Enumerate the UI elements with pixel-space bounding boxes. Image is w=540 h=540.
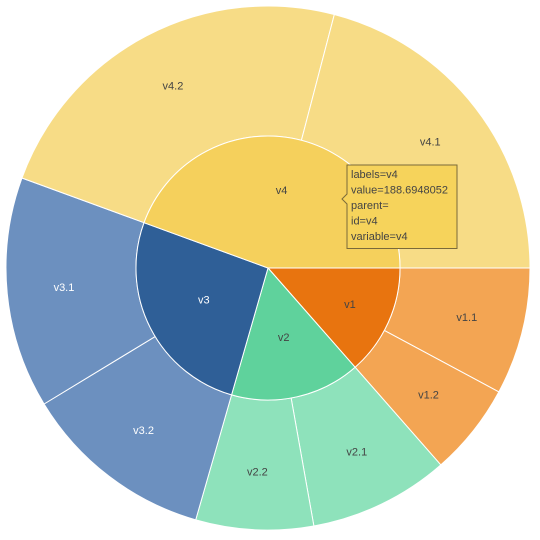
segment-label-v4.2: v4.2: [163, 80, 184, 92]
segment-v2[interactable]: [230, 266, 356, 401]
tooltip-line: value=188.6948052: [351, 185, 448, 197]
tooltip-line: labels=v4: [351, 169, 398, 181]
tooltip-line: id=v4: [351, 216, 378, 228]
tooltip-lines: labels=v4 value=188.6948052 parent= id=v4 va…: [351, 169, 448, 243]
sunburst-segments: [5, 5, 531, 531]
segment-label-v4.1: v4.1: [420, 137, 441, 149]
segment-label-v2.2: v2.2: [247, 467, 268, 479]
tooltip-line: variable=v4: [351, 231, 408, 243]
segment-label-v3: v3: [198, 295, 210, 307]
segment-label-v3.1: v3.1: [54, 282, 75, 294]
segment-label-v4: v4: [276, 185, 288, 197]
segment-label-v2.1: v2.1: [346, 447, 367, 459]
segment-label-v1.1: v1.1: [456, 312, 477, 324]
tooltip-line: parent=: [351, 200, 389, 212]
segment-v1[interactable]: [266, 267, 401, 368]
hover-tooltip: labels=v4 value=188.6948052 parent= id=v4 va…: [341, 164, 458, 249]
sunburst-labels: v1.1 v1.2 v2.1 v2.2 v3.2 v3.1 v4.2 v4.1 v1 v2 v3 v4: [54, 80, 478, 478]
segment-v3[interactable]: [135, 222, 269, 396]
segment-label-v2: v2: [278, 332, 290, 344]
segment-label-v3.2: v3.2: [133, 425, 154, 437]
segment-label-v1: v1: [344, 299, 356, 311]
tooltip-box: [341, 164, 458, 249]
segment-label-v1.2: v1.2: [418, 389, 439, 401]
